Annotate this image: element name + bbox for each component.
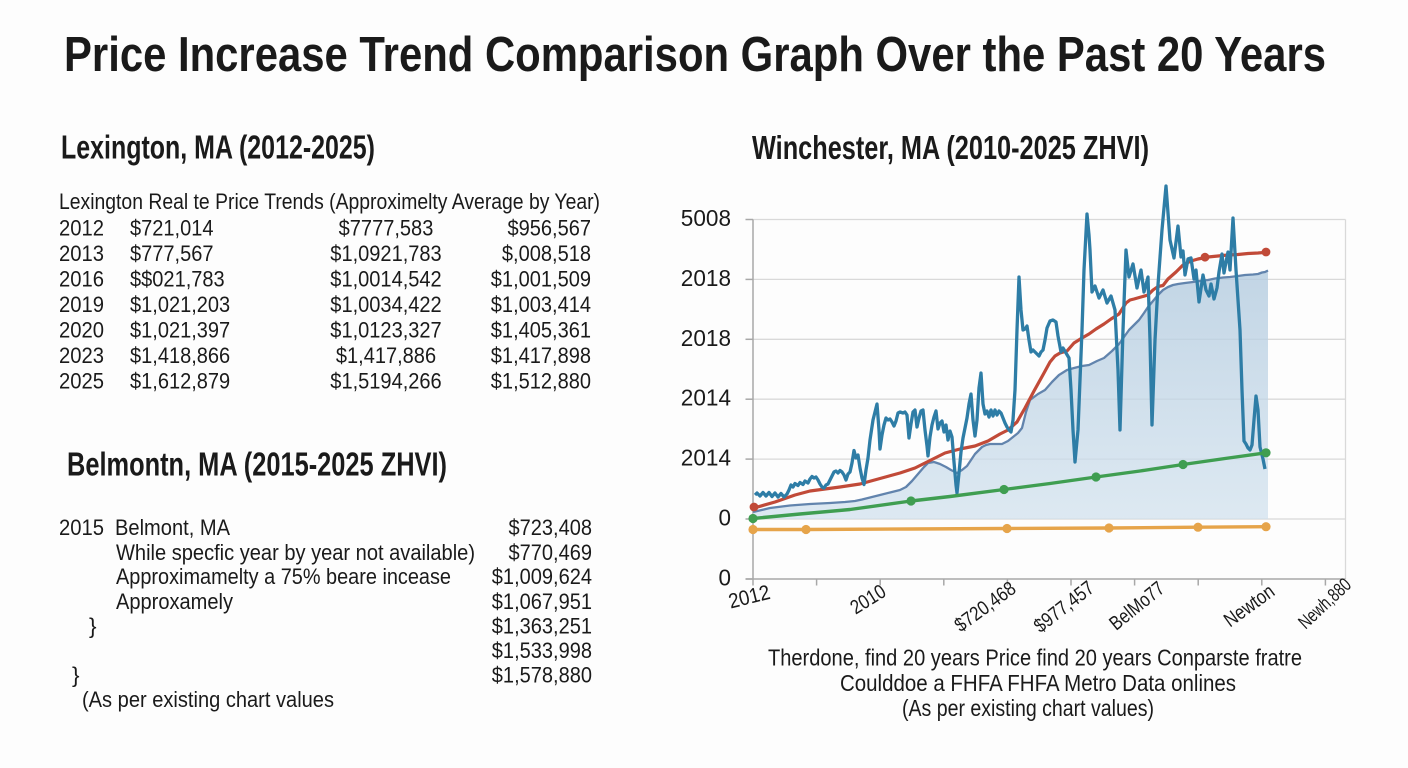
svg-text:$7777,583: $7777,583 [339, 215, 434, 240]
svg-text:2019: 2019 [59, 292, 104, 317]
svg-text:Lexington, MA (2012-2025): Lexington, MA (2012-2025) [61, 129, 375, 166]
svg-text:$770,469: $770,469 [509, 540, 593, 565]
svg-text:$$021,783: $$021,783 [130, 266, 225, 291]
svg-text:$1,5194,266: $1,5194,266 [330, 369, 441, 394]
svg-text:$1,009,624: $1,009,624 [492, 564, 592, 589]
svg-text:0: 0 [719, 565, 732, 591]
svg-text:$1,021,203: $1,021,203 [130, 292, 230, 317]
svg-text:Belmontn, MA (2015-2025 ZHVI): Belmontn, MA (2015-2025 ZHVI) [67, 446, 447, 483]
svg-text:$1,0123,327: $1,0123,327 [330, 318, 441, 343]
svg-text:}: } [89, 613, 97, 638]
svg-text:2018: 2018 [681, 325, 731, 351]
svg-text:$1,021,397: $1,021,397 [130, 318, 230, 343]
svg-text:2025: 2025 [59, 369, 104, 394]
svg-text:}: } [72, 663, 80, 688]
svg-text:2016: 2016 [59, 266, 104, 291]
svg-text:$1,418,866: $1,418,866 [130, 343, 230, 368]
svg-text:(As per existing chart values): (As per existing chart values) [902, 695, 1154, 721]
svg-text:$1,0921,783: $1,0921,783 [330, 241, 441, 266]
svg-text:$1,0014,542: $1,0014,542 [330, 266, 441, 291]
svg-text:Therdone, find 20 years Price: Therdone, find 20 years Price find 20 ye… [768, 645, 1302, 671]
svg-text:Approximamelty a 75% beare inc: Approximamelty a 75% beare incease [116, 564, 451, 589]
svg-text:$1,0034,422: $1,0034,422 [330, 292, 441, 317]
svg-text:2013: 2013 [59, 241, 104, 266]
svg-text:Coulddoe a FHFA FHFA Metro Dat: Coulddoe a FHFA FHFA Metro Data onlines [840, 670, 1236, 696]
svg-text:2014: 2014 [681, 445, 731, 471]
svg-text:$1,003,414: $1,003,414 [491, 292, 591, 317]
svg-text:2018: 2018 [681, 265, 731, 291]
svg-text:2014: 2014 [681, 385, 731, 411]
svg-text:2023: 2023 [59, 343, 104, 368]
svg-text:$956,567: $956,567 [508, 215, 592, 240]
svg-text:$1,533,998: $1,533,998 [492, 638, 592, 663]
svg-text:$777,567: $777,567 [130, 241, 214, 266]
svg-text:2015: 2015 [59, 515, 104, 540]
svg-text:Lexington Real te Price Trends: Lexington Real te Price Trends (Approxim… [59, 189, 600, 214]
svg-text:Winchester, MA (2010-2025 ZHVI: Winchester, MA (2010-2025 ZHVI) [752, 129, 1149, 166]
svg-text:Belmont, MA: Belmont, MA [115, 515, 230, 540]
svg-text:$1,405,361: $1,405,361 [491, 318, 591, 343]
svg-text:$1,417,898: $1,417,898 [491, 343, 591, 368]
svg-text:$1,417,886: $1,417,886 [336, 343, 436, 368]
svg-text:Price Increase Trend Compariso: Price Increase Trend Comparison Graph Ov… [64, 27, 1326, 82]
svg-text:$1,363,251: $1,363,251 [492, 613, 592, 638]
svg-text:2020: 2020 [59, 318, 104, 343]
svg-text:5008: 5008 [681, 205, 731, 231]
svg-text:$1,578,880: $1,578,880 [492, 663, 592, 688]
svg-text:Approxamely: Approxamely [116, 589, 234, 614]
svg-text:$1,612,879: $1,612,879 [130, 369, 230, 394]
svg-text:$721,014: $721,014 [130, 215, 214, 240]
svg-text:$,008,518: $,008,518 [502, 241, 591, 266]
svg-text:$1,067,951: $1,067,951 [492, 589, 592, 614]
svg-text:$723,408: $723,408 [509, 515, 593, 540]
svg-text:$1,512,880: $1,512,880 [491, 369, 591, 394]
svg-text:2012: 2012 [59, 215, 104, 240]
svg-text:(As per existing chart values: (As per existing chart values [82, 687, 334, 712]
svg-text:$1,001,509: $1,001,509 [491, 266, 591, 291]
svg-text:0: 0 [719, 505, 732, 531]
svg-text:While specfic year by year not: While specfic year by year not available… [116, 540, 475, 565]
